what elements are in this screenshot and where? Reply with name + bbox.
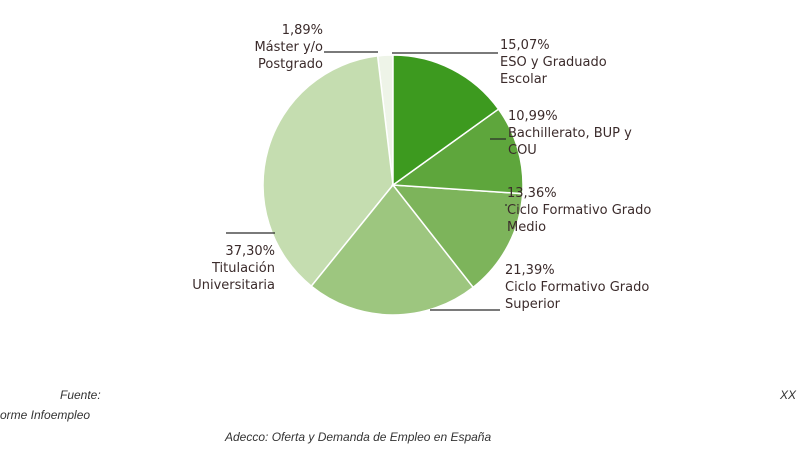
- pie-slice: [310, 183, 475, 316]
- pie-slice: [391, 184, 524, 289]
- value-label: 1,89%: [281, 23, 323, 38]
- category-label: Ciclo Formativo Grado Medio: [507, 203, 652, 235]
- slice-label: 13,36% Ciclo Formativo Grado Medio: [507, 185, 657, 236]
- category-label: ESO y Graduado Escolar: [500, 55, 607, 87]
- pie-slice: [390, 108, 524, 195]
- leader-lines: [226, 51, 507, 311]
- slice-label: 10,99% Bachillerato, BUP y COU: [508, 108, 648, 159]
- value-label: 10,99%: [508, 109, 558, 124]
- pie-slice: [262, 55, 394, 288]
- slice-label: 1,89% Máster y/o Postgrado: [195, 22, 323, 73]
- source-title: Adecco: Oferta y Demanda de Empleo en Es…: [225, 430, 492, 444]
- category-label: Ciclo Formativo Grado Superior: [505, 280, 650, 312]
- category-label: Bachillerato, BUP y COU: [508, 126, 632, 158]
- slice-label: 21,39% Ciclo Formativo Grado Superior: [505, 262, 665, 313]
- source-label: Fuente:: [60, 388, 101, 402]
- value-label: 13,36%: [507, 186, 557, 201]
- value-label: 37,30%: [225, 244, 275, 259]
- value-label: 21,39%: [505, 263, 555, 278]
- category-label: Titulación Universitaria: [192, 261, 275, 293]
- source-text: orme Infoempleo: [0, 408, 91, 422]
- slice-label: 15,07% ESO y Graduado Escolar: [500, 37, 640, 88]
- source-fragment: XX: [780, 388, 797, 402]
- category-label: Máster y/o Postgrado: [254, 40, 323, 72]
- pie-slice: [392, 54, 500, 187]
- slice-label: 37,30% Titulación Universitaria: [175, 243, 275, 294]
- value-label: 15,07%: [500, 38, 550, 53]
